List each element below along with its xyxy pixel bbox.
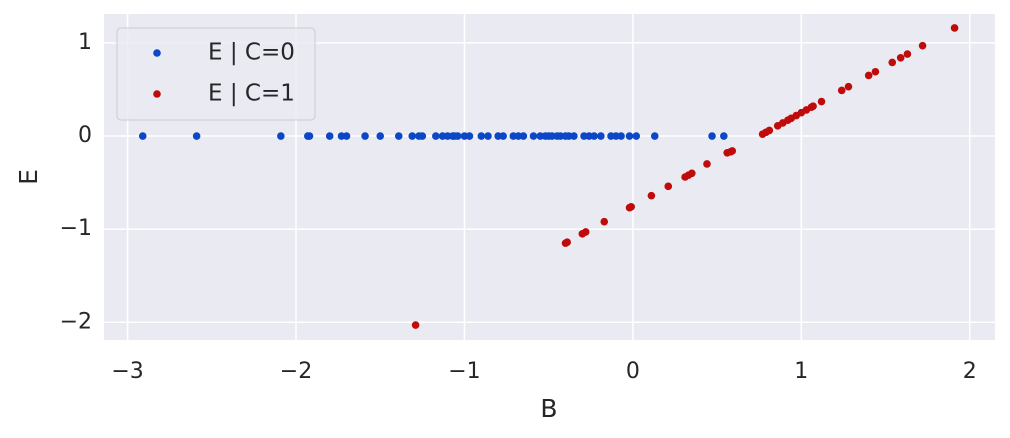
- x-tick-label: 2: [963, 359, 977, 384]
- y-axis-label: E: [14, 169, 43, 185]
- point: [192, 132, 201, 140]
- point: [570, 132, 578, 140]
- grid: [104, 14, 995, 340]
- point: [627, 203, 635, 211]
- point: [664, 182, 673, 191]
- point: [376, 132, 385, 140]
- point: [617, 132, 625, 140]
- point: [703, 160, 711, 168]
- point: [394, 132, 403, 140]
- point: [499, 132, 507, 140]
- point: [453, 132, 462, 140]
- point: [138, 132, 147, 140]
- y-tick-label: −2: [60, 309, 92, 334]
- point: [465, 132, 474, 140]
- point: [650, 132, 659, 140]
- y-tick-label: −1: [60, 216, 92, 241]
- points: [138, 24, 959, 329]
- point: [809, 102, 817, 111]
- x-tick-label: −1: [448, 359, 480, 384]
- point: [765, 126, 774, 135]
- point: [305, 132, 314, 140]
- point: [581, 228, 590, 236]
- point: [688, 169, 696, 178]
- point: [728, 147, 737, 155]
- x-tick-label: 1: [794, 359, 808, 384]
- point: [625, 132, 634, 140]
- point: [720, 132, 728, 140]
- point: [896, 53, 905, 62]
- point: [519, 132, 528, 140]
- point: [708, 132, 716, 140]
- point: [277, 132, 285, 140]
- legend-marker: [153, 49, 161, 57]
- point: [408, 132, 417, 140]
- point: [325, 132, 334, 140]
- point: [563, 238, 571, 246]
- x-tick-label: −3: [111, 359, 143, 384]
- point: [871, 67, 880, 76]
- point: [918, 41, 927, 50]
- point: [903, 50, 912, 58]
- point: [411, 321, 420, 329]
- point: [597, 132, 605, 140]
- legend-label: E | C=0: [208, 40, 295, 66]
- legend: E | C=0 E | C=1: [116, 27, 316, 121]
- legend-marker: [153, 90, 161, 98]
- y-tick-label: 0: [78, 123, 92, 148]
- point: [844, 82, 853, 91]
- point: [817, 97, 826, 106]
- x-tick-label: −2: [280, 359, 312, 384]
- point: [864, 71, 873, 80]
- legend-label: E | C=1: [208, 81, 295, 107]
- x-tick-label: 0: [626, 359, 640, 384]
- point: [342, 132, 351, 140]
- point: [837, 86, 846, 95]
- point: [432, 132, 440, 140]
- point: [484, 132, 492, 140]
- legend-box: [116, 27, 316, 121]
- point: [600, 217, 609, 226]
- point: [647, 191, 656, 200]
- point: [590, 132, 598, 140]
- ticks: −3 −2 −1 0 1 2 −2 −1 0 1: [60, 30, 977, 384]
- y-tick-label: 1: [78, 30, 92, 55]
- point: [418, 132, 427, 140]
- point: [361, 132, 369, 140]
- point: [950, 24, 959, 32]
- point: [632, 132, 641, 140]
- point: [477, 132, 486, 140]
- point: [529, 132, 538, 140]
- x-axis-label: B: [540, 394, 557, 423]
- point: [888, 58, 897, 67]
